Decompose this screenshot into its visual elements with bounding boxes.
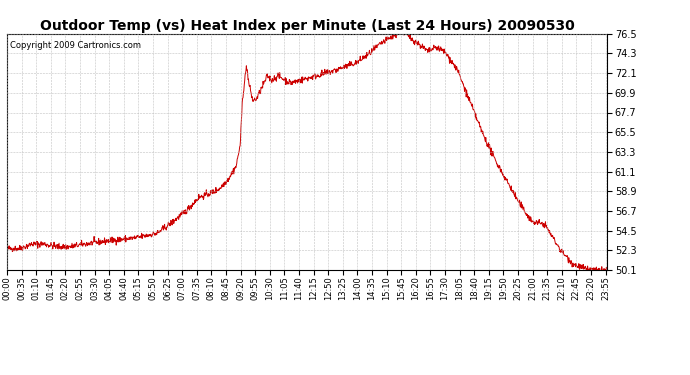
Title: Outdoor Temp (vs) Heat Index per Minute (Last 24 Hours) 20090530: Outdoor Temp (vs) Heat Index per Minute … xyxy=(40,19,574,33)
Text: Copyright 2009 Cartronics.com: Copyright 2009 Cartronics.com xyxy=(10,41,141,50)
